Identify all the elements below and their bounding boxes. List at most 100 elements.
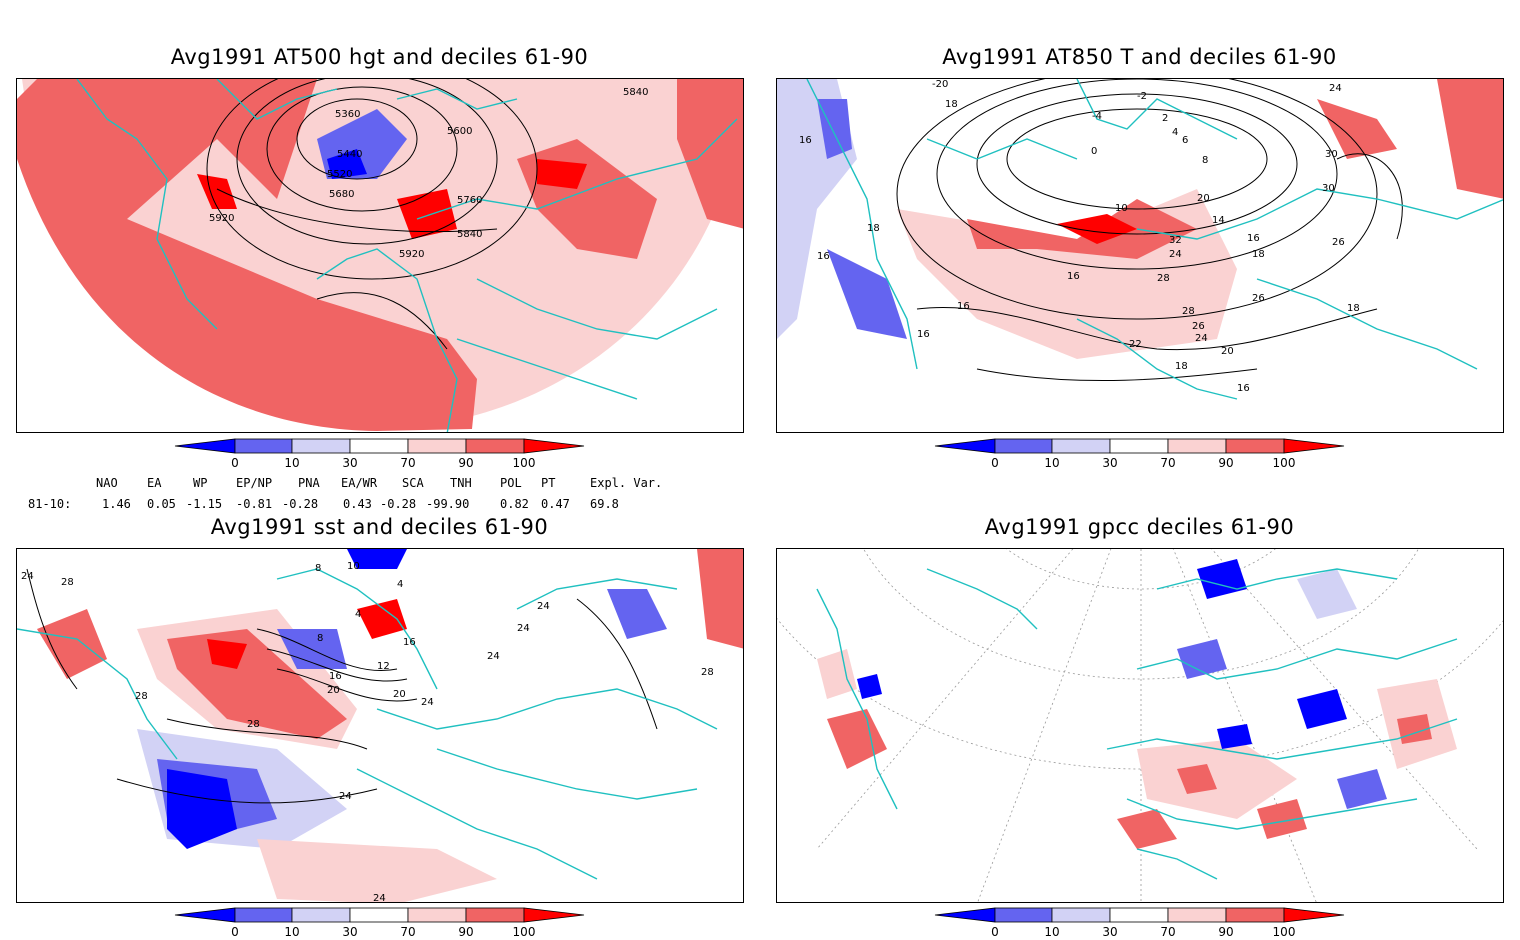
index-value: -0.81 [236,497,273,511]
cold-top [347,549,407,569]
index-header: PT [541,476,556,490]
colorbar-tick-label: 30 [342,456,357,470]
colorbar-segment [174,438,236,454]
contour-label: 20 [1221,346,1234,357]
colorbar-tick-label: 0 [991,456,999,470]
contour-label: 8 [317,633,323,644]
colorbar-segment [234,907,293,923]
contour-label: 14 [1212,215,1225,226]
colorbar-segment [1283,907,1345,923]
teleconnection-index-table: NAO EA WP EP/NP PNA EA/WR SCA TNH POL PT… [0,474,760,514]
colorbar-tick-label: 70 [1160,456,1175,470]
contour-label: 12 [377,661,390,672]
colorbar-tick-label: 30 [1102,925,1117,939]
contour-label: -20 [932,79,948,90]
index-value: 0.47 [541,497,570,511]
index-value: -99.90 [426,497,470,511]
index-header: SCA [402,476,424,490]
contour-label: 8 [1202,155,1208,166]
contour-label: 5920 [399,249,424,260]
index-value: 69.8 [590,497,619,511]
contour-label: 24 [1169,249,1182,260]
colorbar-tick-label: 10 [284,456,299,470]
map-sst-svg: 24 28 28 8 10 4 4 8 12 16 16 20 20 24 24… [17,549,743,902]
contour-label: -4 [1092,111,1102,122]
contour-labels: 5360 5440 5520 5600 5680 5760 5840 5920 … [209,87,648,260]
cold-core-sw [167,769,237,849]
contour-label: 5840 [623,87,648,98]
contour-label: 5760 [457,195,482,206]
index-value: 0.43 [343,497,372,511]
colorbar-tick-label: 100 [1273,456,1296,470]
contour-label: 16 [957,301,970,312]
colorbar-segment [349,438,409,454]
contour-label: 16 [403,637,416,648]
colorbar-segment [1109,438,1169,454]
colorbar-tick-label: 100 [1273,925,1296,939]
contour-label: 28 [61,577,74,588]
colorbar-tick-label: 90 [458,925,473,939]
colorbar-segment [523,907,585,923]
contour-label: 5520 [327,169,352,180]
colorbar-segment [465,438,525,454]
contour-label: 8 [315,563,321,574]
panel-title-hgt500: Avg1991 AT500 hgt and deciles 61-90 [170,45,589,69]
strong-warm-east [1317,99,1397,159]
contour-label: 24 [1329,83,1342,94]
contour-label: 18 [945,99,958,110]
contour-label: 24 [421,697,434,708]
index-value: 1.46 [102,497,131,511]
index-value: -1.15 [186,497,223,511]
index-value: -0.28 [282,497,319,511]
strong-warm-ne [697,549,743,649]
colorbar-segment [994,438,1053,454]
map-hgt500-svg: 5360 5440 5520 5600 5680 5760 5840 5920 … [17,79,743,432]
map-gpcc-svg [777,549,1503,902]
contour-label: 26 [1332,237,1345,248]
index-value: 0.82 [500,497,529,511]
index-header: PNA [298,476,320,490]
colorbar-gpcc: 0 10 30 70 90 100 [934,907,1345,939]
contour-label: 4 [397,579,403,590]
colorbar-tick-label: 100 [513,456,536,470]
contour-label: 18 [1347,303,1360,314]
map-hgt500: 5360 5440 5520 5600 5680 5760 5840 5920 … [16,78,744,433]
panel-title-gpcc: Avg1991 gpcc deciles 61-90 [984,515,1295,539]
coastlines [76,79,738,432]
cold-anomaly-mid [277,629,347,669]
contour-label: 16 [917,329,930,340]
index-header: EP/NP [236,476,273,490]
colorbar-tick-label: 30 [1102,456,1117,470]
contour-label: 5360 [335,109,360,120]
index-header: POL [500,476,522,490]
map-sst: 24 28 28 8 10 4 4 8 12 16 16 20 20 24 24… [16,548,744,903]
index-header: Expl. Var. [590,476,663,490]
extreme-warm-1 [207,639,247,669]
contour-label: 18 [1252,249,1265,260]
contour-label: 16 [329,671,342,682]
colorbar-segment [1225,907,1285,923]
contour-label: 5840 [457,229,482,240]
panel-title-t850: Avg1991 AT850 T and deciles 61-90 [942,45,1337,69]
index-row-label: 81-10: [28,497,72,511]
map-gpcc [776,548,1504,903]
colorbar-t850: 0 10 30 70 90 100 [934,438,1345,470]
contour-label: 18 [867,223,880,234]
index-header: NAO [96,476,118,490]
contour-label: 24 [1195,333,1208,344]
contour-label: 16 [1237,383,1250,394]
coastlines [816,568,1458,880]
colorbar-tick-label: 100 [513,925,536,939]
contour-label: 16 [817,251,830,262]
extreme-warm-3 [537,159,587,189]
colorbar-segment [291,438,351,454]
colorbar-tick-label: 10 [284,925,299,939]
contour-label: 22 [1129,339,1142,350]
colorbar-tick-label: 90 [1218,925,1233,939]
sst-contours [26,568,658,804]
extreme-warm-2 [357,599,407,639]
colorbar-tick-label: 90 [458,456,473,470]
contour-label: 10 [347,561,360,572]
colorbar-segment [1167,438,1227,454]
contour-label: 10 [1115,203,1128,214]
